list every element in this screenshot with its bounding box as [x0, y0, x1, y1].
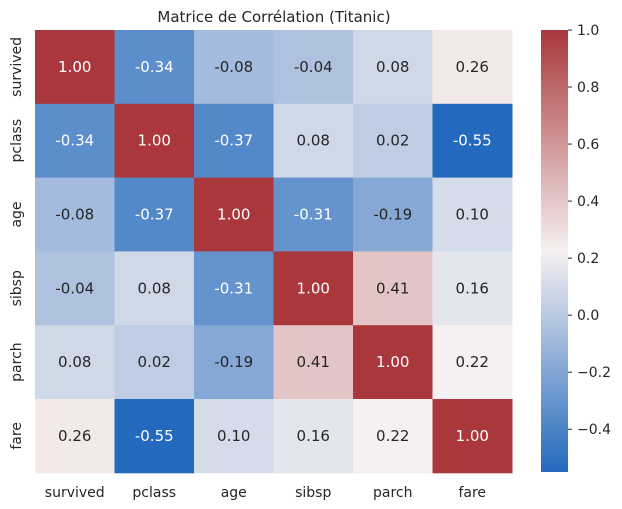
cell-value-label: -0.31	[294, 206, 333, 224]
cell-value-label: -0.19	[373, 206, 412, 224]
heatmap-cell	[194, 177, 274, 252]
colorbar-tick-label: −0.4	[577, 422, 611, 438]
heatmap-cell	[35, 399, 115, 474]
heatmap-cell	[353, 251, 433, 326]
cell-value-label: 0.22	[376, 427, 409, 445]
heatmap-cell	[194, 251, 274, 326]
colorbar	[541, 30, 568, 472]
cell-value-label: -0.34	[55, 132, 94, 150]
colorbar-tick-label: 0.8	[577, 80, 599, 96]
cell-value-label: -0.19	[214, 353, 253, 371]
heatmap-cell	[194, 30, 274, 105]
heatmap-cell	[273, 103, 354, 179]
heatmap-cell	[114, 325, 195, 400]
heatmap-cell	[114, 251, 195, 326]
y-tick-label: sibsp	[9, 270, 25, 306]
heatmap-cell	[432, 177, 513, 252]
x-tick-label: parch	[373, 485, 412, 501]
heatmap-cell	[35, 325, 115, 400]
cell-value-label: 0.22	[456, 353, 489, 371]
y-tick-label: parch	[9, 342, 25, 381]
cell-value-label: 1.00	[376, 353, 409, 371]
heatmap-cell	[432, 30, 513, 105]
heatmap-cell	[194, 103, 274, 179]
heatmap-cell	[114, 177, 195, 252]
heatmap-cell	[353, 399, 433, 474]
heatmap-cell	[273, 30, 354, 105]
heatmap-cell	[114, 399, 195, 474]
cell-value-label: 1.00	[217, 206, 250, 224]
x-tick-label: survived	[45, 485, 105, 501]
cell-value-label: 1.00	[58, 58, 91, 76]
cell-value-label: -0.08	[214, 58, 253, 76]
heatmap-cell	[273, 399, 354, 474]
heatmap-cell	[432, 325, 513, 400]
heatmap-cell	[432, 251, 513, 326]
cell-value-label: -0.34	[135, 58, 174, 76]
cell-value-label: 0.26	[456, 58, 489, 76]
colorbar-tick-label: −0.2	[577, 365, 611, 381]
colorbar-tick-label: 0.0	[577, 308, 599, 324]
heatmap-cell	[194, 325, 274, 400]
heatmap-cell	[273, 325, 354, 400]
heatmap-cells: 1.00 -0.34 -0.08 -0.04 0.08 0.26 -0.34 1.00 -0.3…	[35, 30, 513, 474]
cell-value-label: 0.16	[456, 279, 489, 297]
cell-value-label: 1.00	[138, 132, 171, 150]
heatmap-cell	[114, 103, 195, 179]
heatmap-cell	[353, 325, 433, 400]
y-tick-label: pclass	[9, 119, 25, 163]
heatmap-cell	[353, 30, 433, 105]
heatmap-cell	[432, 103, 513, 179]
heatmap-cell	[432, 399, 513, 474]
cell-value-label: 0.26	[58, 427, 91, 445]
heatmap-cell	[35, 103, 115, 179]
cell-value-label: 0.41	[297, 353, 330, 371]
cell-value-label: -0.37	[135, 206, 174, 224]
x-tick-label: fare	[458, 485, 486, 501]
x-tick-label: sibsp	[295, 485, 331, 501]
cell-value-label: 1.00	[456, 427, 489, 445]
cell-value-label: -0.04	[55, 279, 94, 297]
colorbar-tick-label: 0.4	[577, 194, 599, 210]
x-tick-label: pclass	[132, 485, 176, 501]
heatmap-cell	[35, 177, 115, 252]
cell-value-label: 1.00	[297, 279, 330, 297]
cell-value-label: 0.10	[456, 206, 489, 224]
heatmap-cell	[353, 103, 433, 179]
cell-value-label: 0.08	[297, 132, 330, 150]
heatmap-cell	[35, 251, 115, 326]
x-axis-tick-labels: survived pclass age sibsp parch fare	[45, 485, 486, 501]
heatmap-cell	[35, 30, 115, 105]
y-axis-tick-labels: survived pclass age sibsp parch fare	[9, 37, 25, 450]
cell-value-label: 0.08	[376, 58, 409, 76]
cell-value-label: -0.55	[453, 132, 492, 150]
cell-value-label: 0.16	[297, 427, 330, 445]
colorbar-tick-label: 0.2	[577, 251, 599, 267]
chart-title: Matrice de Corrélation (Titanic)	[157, 8, 390, 26]
heatmap-cell	[273, 177, 354, 252]
y-tick-label: fare	[9, 422, 25, 450]
cell-value-label: 0.02	[138, 353, 171, 371]
cell-value-label: 0.08	[58, 353, 91, 371]
y-tick-label: age	[9, 201, 25, 227]
cell-value-label: 0.41	[376, 279, 409, 297]
colorbar-tick-label: 0.6	[577, 137, 599, 153]
y-tick-label: survived	[9, 37, 25, 97]
cell-value-label: -0.55	[135, 427, 174, 445]
heatmap-cell	[353, 177, 433, 252]
cell-value-label: -0.08	[55, 206, 94, 224]
cell-value-label: 0.10	[217, 427, 250, 445]
cell-value-label: 0.08	[138, 279, 171, 297]
heatmap-cell	[114, 30, 195, 105]
colorbar-tick-labels: 1.0 0.8 0.6 0.4 0.2 0.0 −0.2 −0.4	[568, 23, 611, 438]
heatmap-cell	[273, 251, 354, 326]
cell-value-label: -0.37	[214, 132, 253, 150]
colorbar-tick-label: 1.0	[577, 23, 599, 39]
cell-value-label: -0.04	[294, 58, 333, 76]
cell-value-label: 0.02	[376, 132, 409, 150]
x-tick-label: age	[221, 485, 247, 501]
cell-value-label: -0.31	[214, 279, 253, 297]
heatmap-cell	[194, 399, 274, 474]
